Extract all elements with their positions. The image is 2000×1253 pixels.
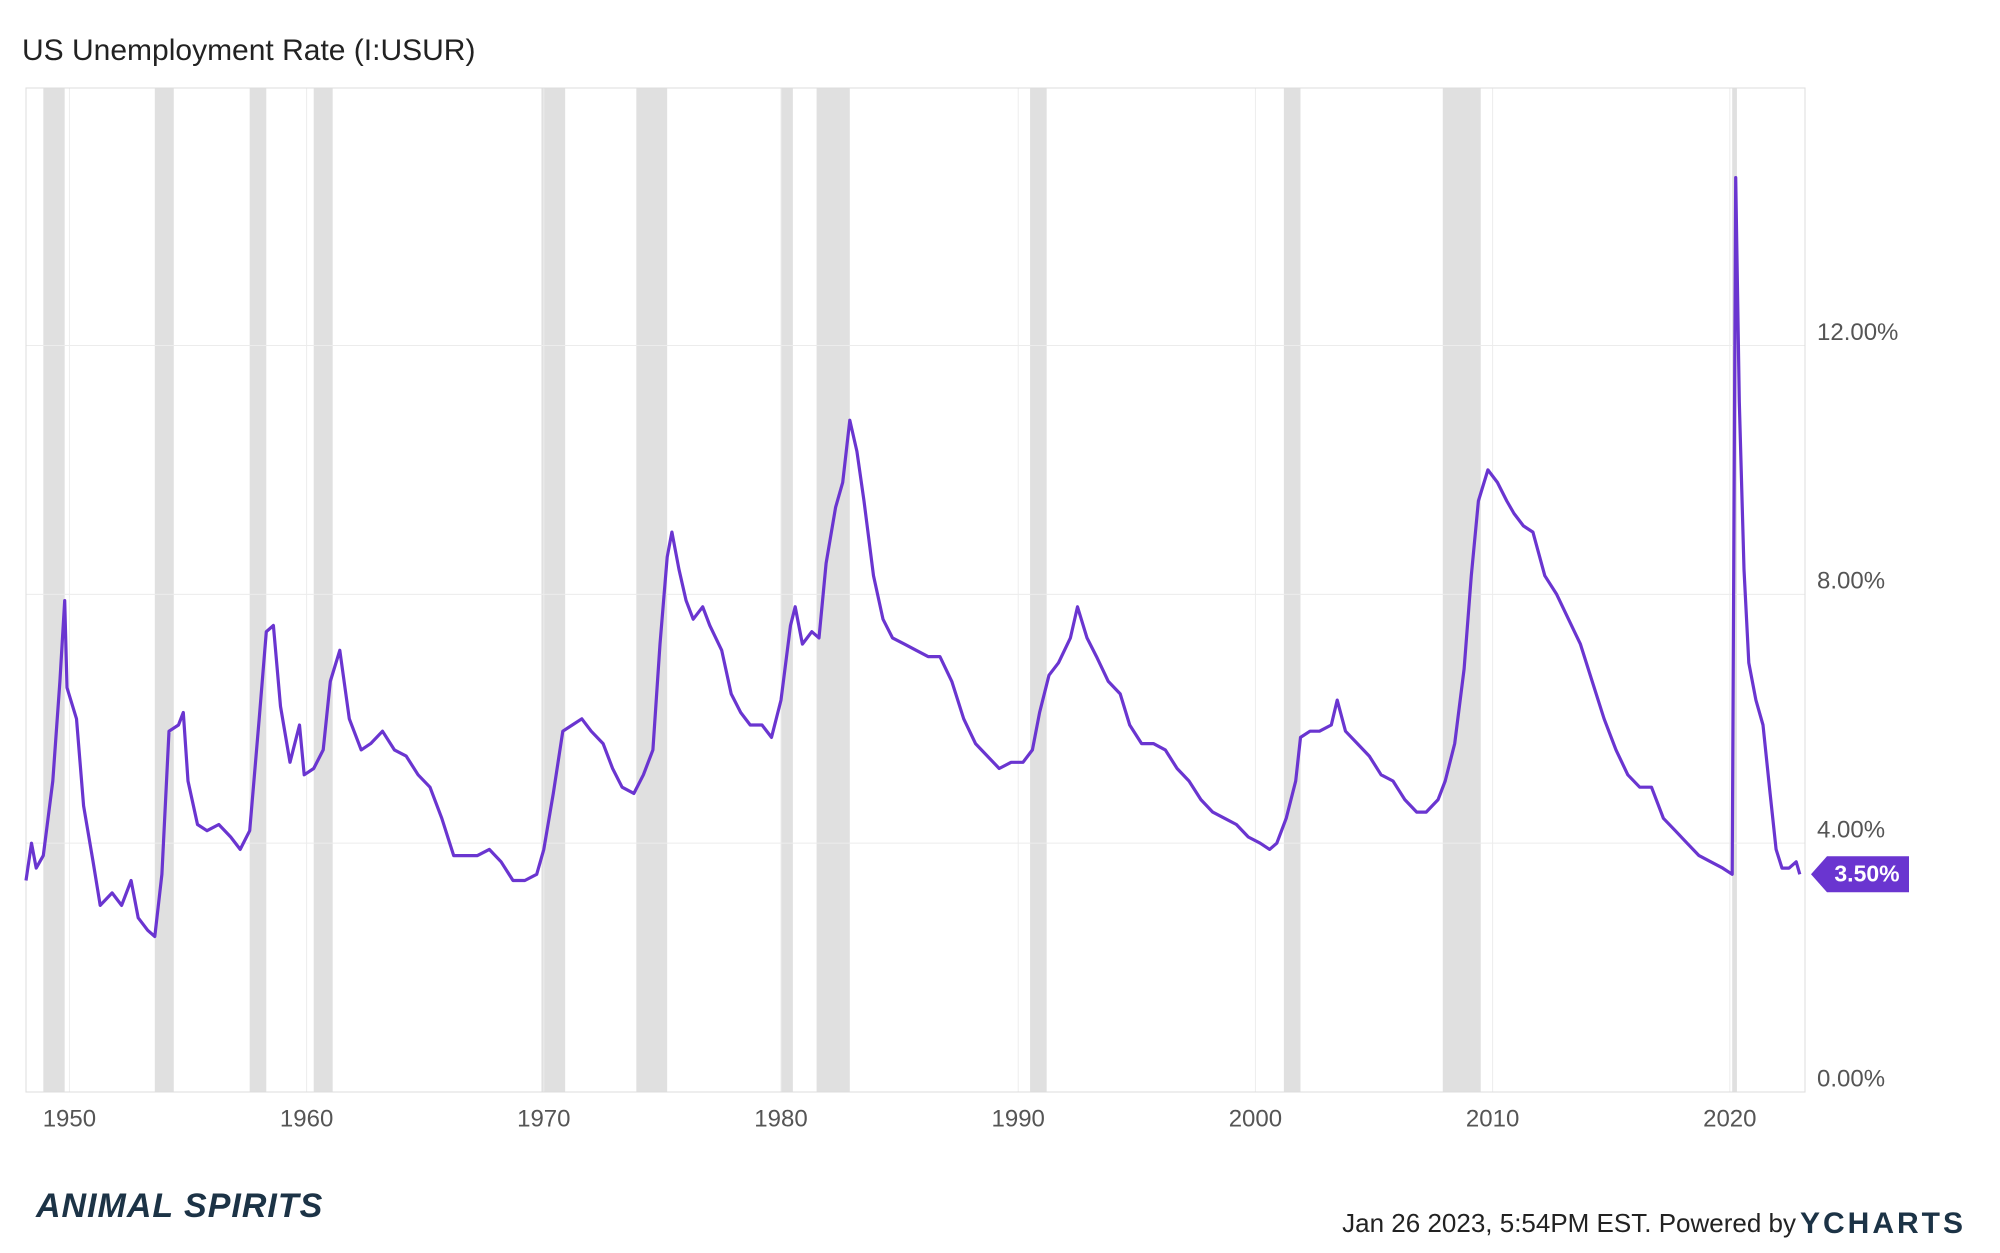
recession-band — [313, 88, 333, 1092]
plot-frame — [25, 87, 1806, 1093]
recession-band — [1030, 88, 1047, 1092]
recession-band — [43, 88, 65, 1092]
logo: ANIMAL SPIRITS — [35, 1187, 323, 1225]
x-tick-label: 2000 — [1229, 1105, 1282, 1132]
recession-band — [636, 88, 668, 1092]
x-tick-label: 1950 — [43, 1105, 96, 1132]
end-label: 3.50% — [1811, 856, 1909, 893]
y-tick-label: 4.00% — [1817, 817, 1885, 844]
chart-title: US Unemployment Rate (I:USUR) — [22, 34, 475, 67]
x-tick-label: 2020 — [1703, 1105, 1756, 1132]
footer: Jan 26 2023, 5:54PM EST. Powered by — [1342, 1208, 1796, 1238]
y-tick-label: 12.00% — [1817, 319, 1898, 346]
x-tick-label: 1980 — [754, 1105, 807, 1132]
recession-band — [816, 88, 850, 1092]
end-label-box — [1811, 856, 1909, 893]
y-tick-label: 0.00% — [1817, 1065, 1885, 1092]
recession-band — [541, 88, 566, 1092]
x-tick-label: 1990 — [992, 1105, 1045, 1132]
y-tick-label: 8.00% — [1817, 568, 1885, 595]
recession-band — [781, 88, 793, 1092]
end-label-text: 3.50% — [1834, 860, 1899, 886]
x-tick-label: 1960 — [280, 1105, 333, 1132]
recession-band — [1283, 88, 1301, 1092]
series-line — [24, 176, 1802, 939]
x-tick-label: 1970 — [517, 1105, 570, 1132]
recession-band — [1442, 88, 1481, 1092]
recession-band — [154, 88, 174, 1092]
x-tick-label: 2010 — [1466, 1105, 1519, 1132]
brand: YCHARTS — [1800, 1207, 1966, 1240]
recession-band — [249, 88, 267, 1092]
